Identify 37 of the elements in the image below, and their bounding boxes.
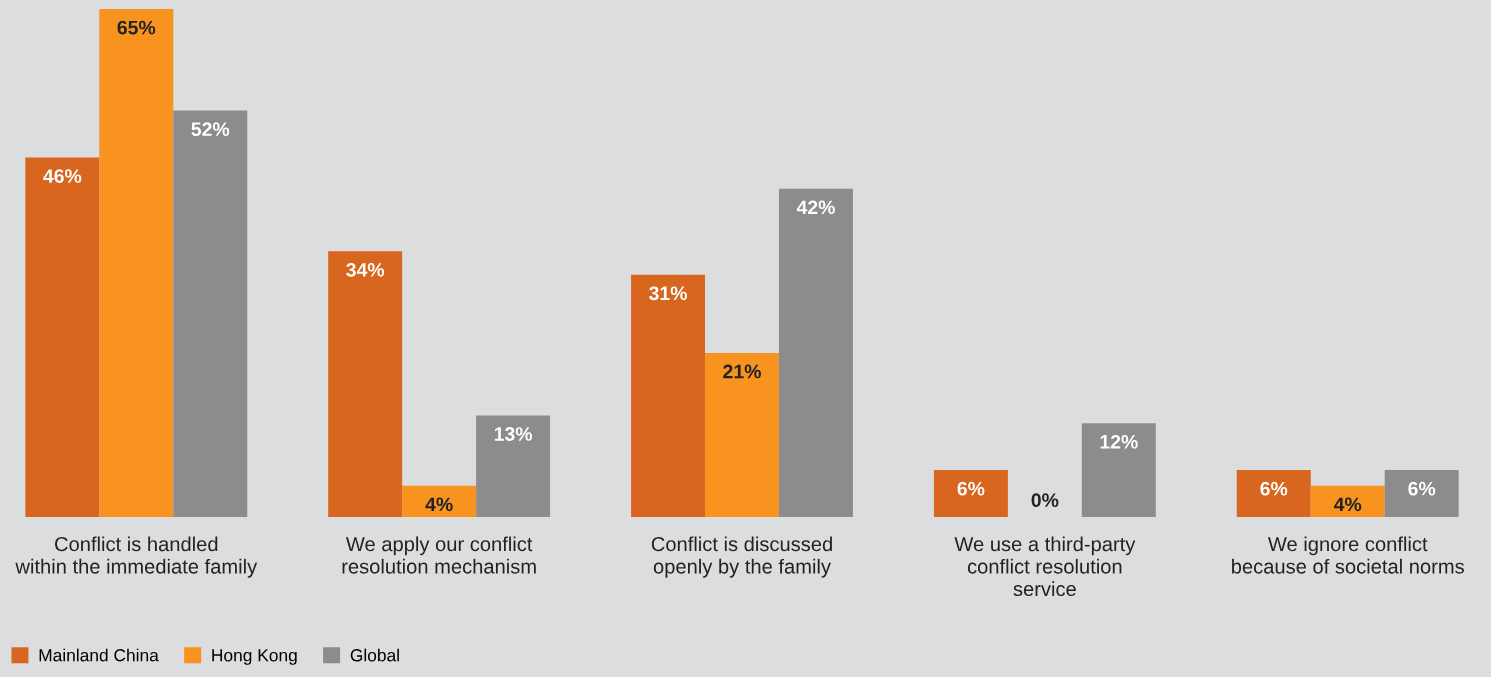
bar [1081, 423, 1156, 517]
data-label: 52% [191, 122, 230, 137]
data-label: 6% [1260, 481, 1288, 496]
data-label: 31% [649, 286, 687, 301]
bar [25, 157, 100, 517]
bar [173, 110, 248, 517]
data-label: 4% [1333, 497, 1362, 512]
data-label: 21% [723, 364, 761, 379]
x-tick-label: Conflict is discussed openly by the family [651, 536, 832, 578]
data-label: 65% [117, 20, 156, 35]
data-label: 6% [957, 481, 985, 496]
data-label: 34% [346, 262, 385, 277]
bar [631, 274, 706, 517]
x-tick-label: We use a third-party conflict resolution service [954, 536, 1136, 597]
data-label: 4% [425, 497, 453, 512]
bar [476, 415, 551, 517]
bar [1384, 470, 1459, 517]
bar [1236, 470, 1311, 517]
legend-label: Mainland China [39, 648, 159, 662]
data-label: 42% [796, 200, 835, 215]
data-label: 6% [1408, 481, 1436, 496]
data-label: 12% [1100, 434, 1138, 449]
bar [778, 188, 853, 517]
bar [402, 485, 477, 517]
bar [328, 251, 403, 517]
data-label: 13% [494, 427, 533, 441]
data-label: 0% [1031, 493, 1059, 508]
bar [933, 470, 1008, 517]
x-tick-label: Conflict is handled within the immediate family [15, 536, 258, 578]
legend-label: Global [350, 648, 399, 662]
x-tick-label: We ignore conflict because of societal norms [1232, 536, 1464, 574]
bar [705, 352, 779, 517]
bar [99, 9, 174, 517]
data-label: 46% [43, 169, 82, 183]
x-tick-label: We apply our conflict resolution mechanism [342, 536, 536, 574]
legend-label: Hong Kong [212, 649, 297, 665]
bar [1310, 485, 1385, 517]
